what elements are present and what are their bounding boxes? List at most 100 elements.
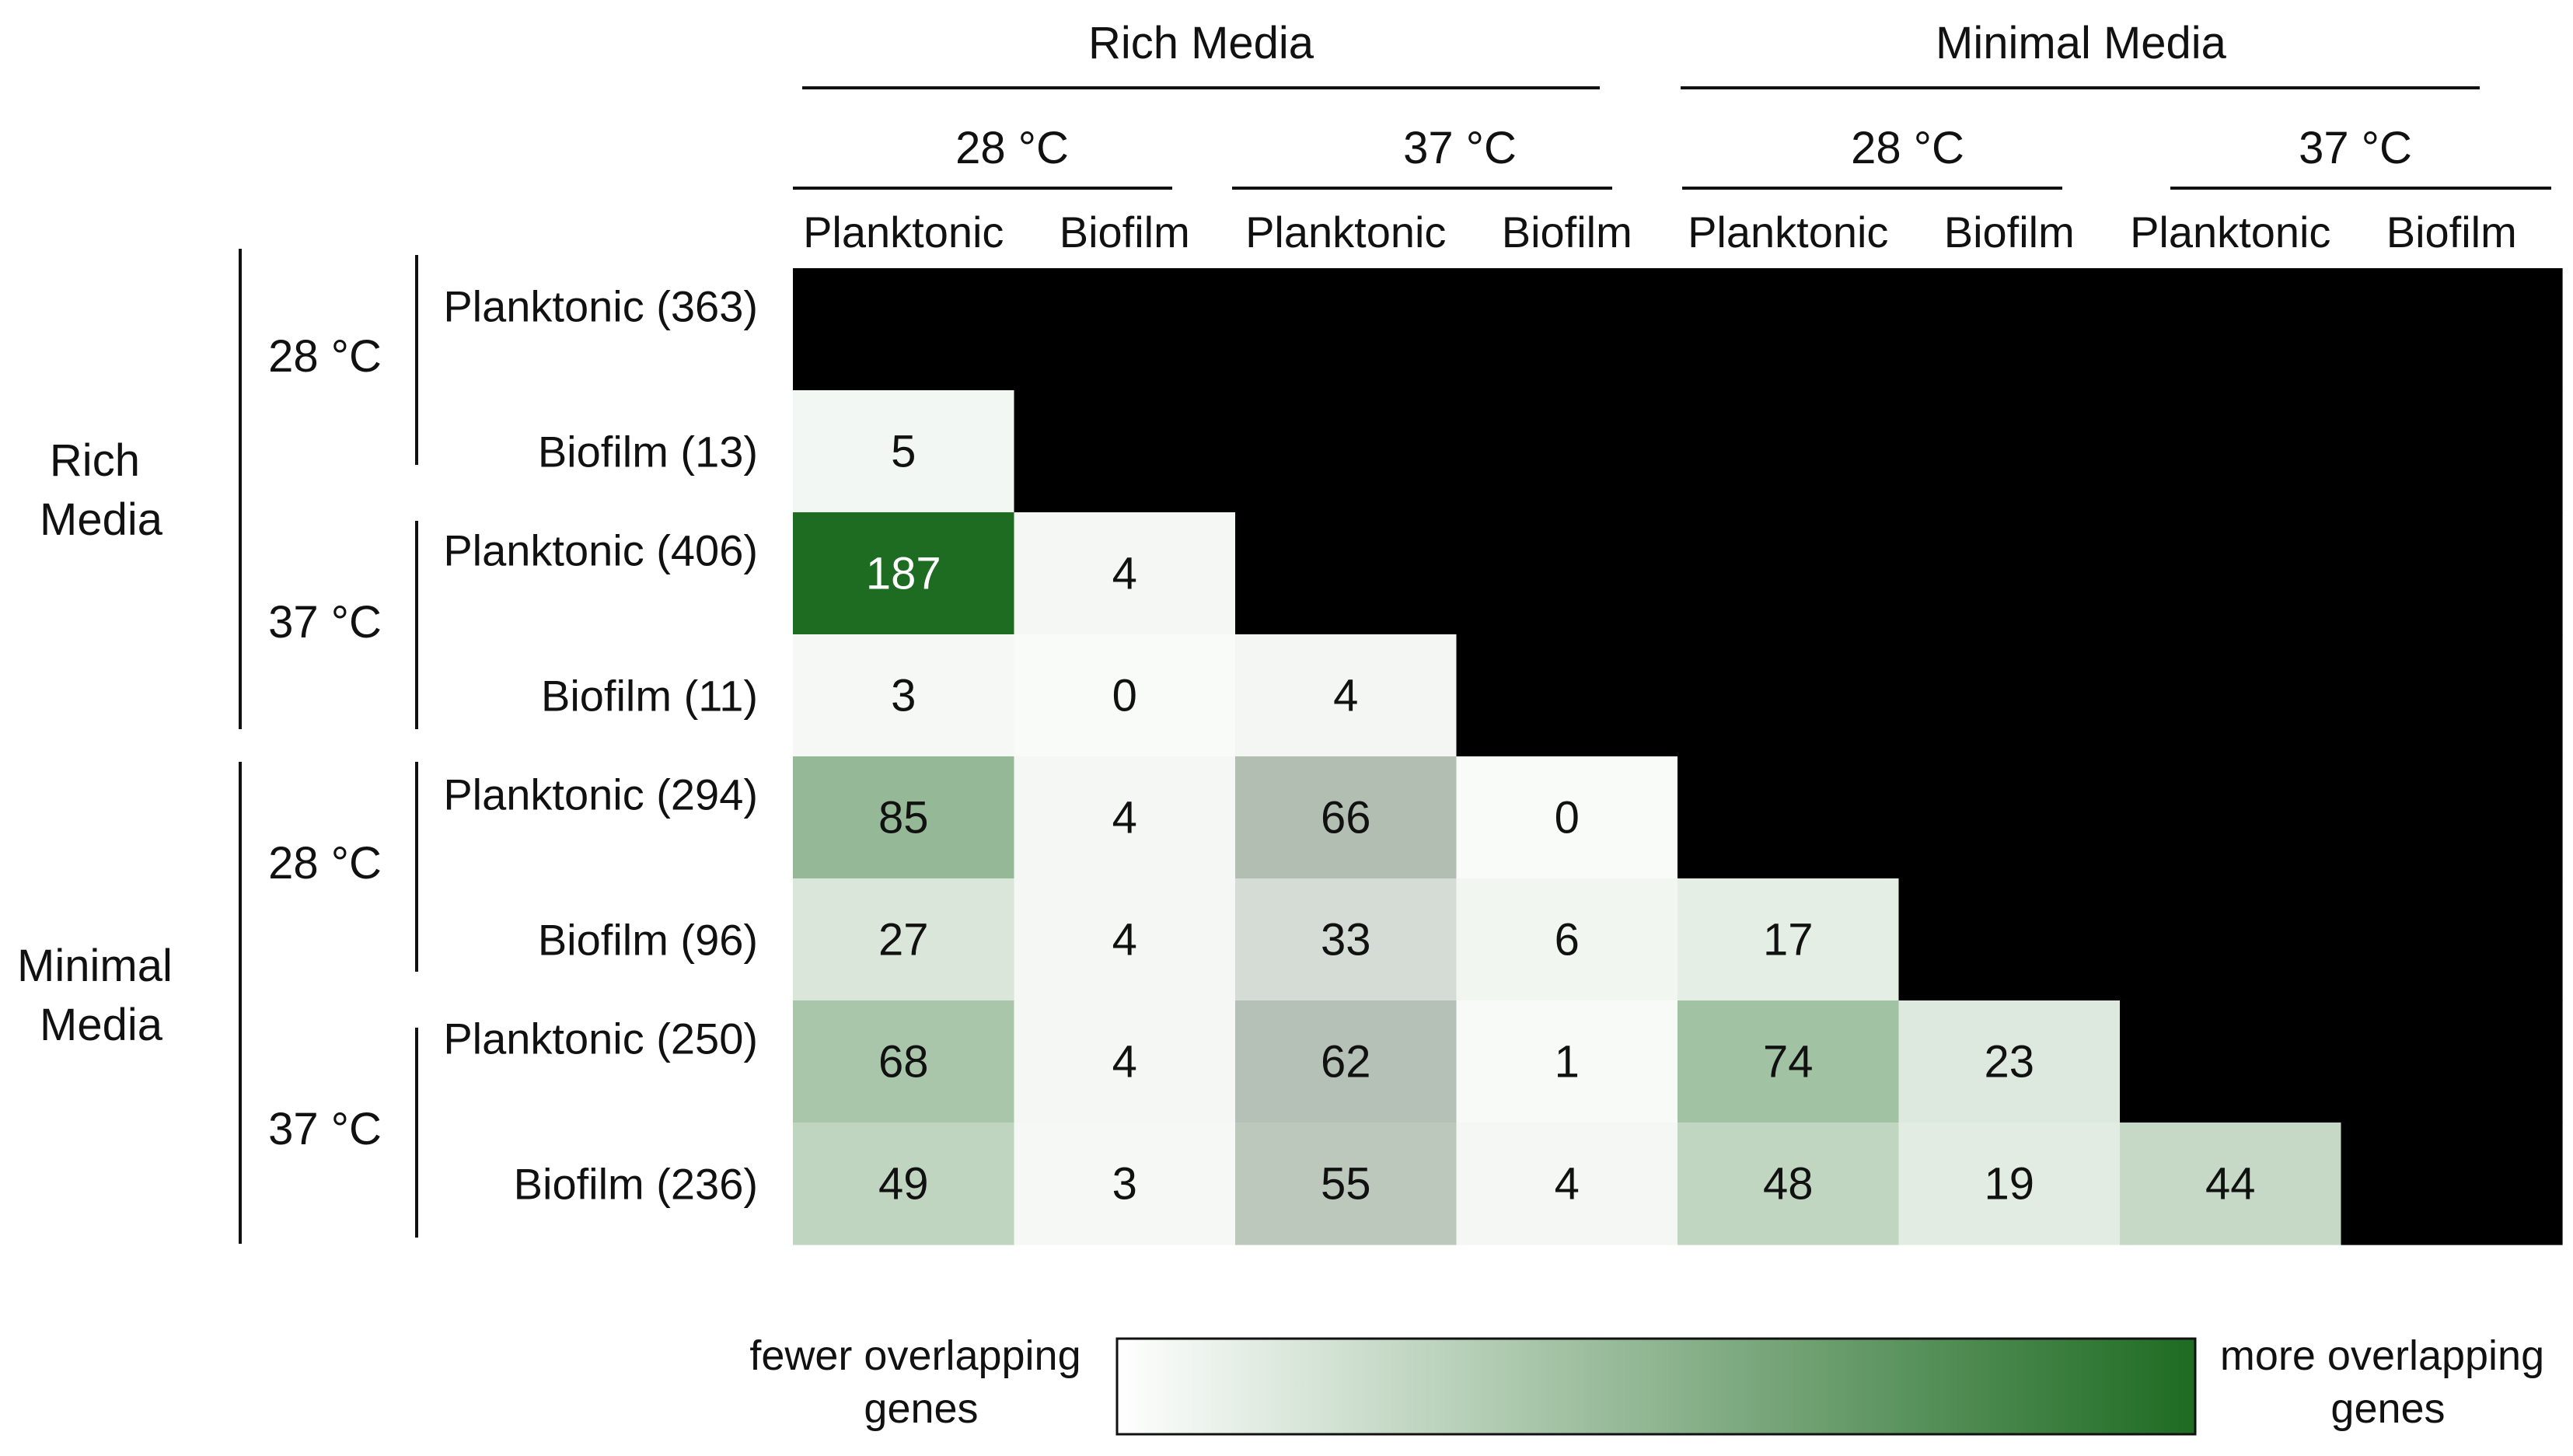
heatmap-cell bbox=[2120, 1123, 2342, 1245]
row-label: Biofilm (13) bbox=[538, 428, 758, 477]
col-temp-rich-28-label: 28 °C bbox=[955, 123, 1069, 173]
colorbar-left-label: fewer overlapping genes bbox=[749, 1332, 1092, 1432]
heatmap-cell bbox=[793, 390, 1015, 513]
masked-cell bbox=[1898, 512, 2121, 635]
col-temp-min-28-label: 28 °C bbox=[1851, 123, 1964, 173]
heatmap-cell bbox=[1678, 878, 1900, 1001]
cell-value-label: 4 bbox=[1555, 1159, 1580, 1210]
cell-value-label: 85 bbox=[878, 793, 929, 843]
heatmap-cell bbox=[793, 756, 1015, 879]
masked-cell bbox=[1678, 512, 1900, 635]
cell-value-label: 4 bbox=[1112, 549, 1137, 599]
column-labels: Planktonic Biofilm Planktonic Biofilm Plankt… bbox=[803, 208, 2517, 257]
heatmap-cell bbox=[1235, 634, 1458, 757]
cell-value-label: 5 bbox=[891, 427, 916, 477]
column-label: Biofilm bbox=[1502, 208, 1632, 257]
heatmap-cell bbox=[1014, 512, 1236, 635]
cell-value-label: 44 bbox=[2205, 1159, 2256, 1210]
row-label: Biofilm (11) bbox=[541, 672, 758, 721]
column-label: Planktonic bbox=[1245, 208, 1446, 257]
heatmap-cell bbox=[1014, 756, 1236, 879]
cell-value-label: 55 bbox=[1321, 1159, 1371, 1210]
cell-value-label: 0 bbox=[1555, 793, 1580, 843]
masked-cell bbox=[1898, 390, 2121, 513]
colorbar-right-label: more overlapping genes bbox=[2220, 1332, 2556, 1432]
column-label: Planktonic bbox=[2130, 208, 2330, 257]
cell-value-label: 4 bbox=[1112, 915, 1137, 965]
masked-cell bbox=[2120, 390, 2342, 513]
masked-cell bbox=[1456, 268, 1678, 391]
row-temp-min-28-label: 28 °C bbox=[268, 838, 382, 889]
column-label: Planktonic bbox=[1688, 208, 1888, 257]
row-label: Planktonic (294) bbox=[443, 770, 758, 819]
heatmap-cell bbox=[1014, 634, 1236, 757]
col-media-minimal-label: Minimal Media bbox=[1936, 18, 2227, 68]
heatmap-cell bbox=[1898, 1123, 2121, 1245]
heatmap-cell bbox=[1014, 878, 1236, 1001]
masked-cell bbox=[1014, 268, 1236, 391]
masked-cell bbox=[2120, 1000, 2342, 1123]
masked-cell bbox=[1678, 390, 1900, 513]
cell-value-label: 48 bbox=[1763, 1159, 1814, 1210]
colorbar bbox=[1115, 1337, 2197, 1436]
masked-cell bbox=[793, 268, 1015, 391]
cell-value-label: 4 bbox=[1112, 1037, 1137, 1088]
cell-value-label: 27 bbox=[878, 915, 929, 965]
masked-cell bbox=[2341, 634, 2563, 757]
cell-value-label: 6 bbox=[1555, 915, 1580, 965]
heatmap-cell bbox=[1235, 1000, 1458, 1123]
heatmap-cell bbox=[793, 878, 1015, 1001]
heatmap-cell bbox=[1235, 878, 1458, 1001]
heatmap-cell bbox=[1235, 1123, 1458, 1245]
masked-cell bbox=[1235, 512, 1458, 635]
col-temp-min-37-label: 37 °C bbox=[2299, 123, 2412, 173]
masked-cell bbox=[2120, 268, 2342, 391]
masked-cell bbox=[2341, 1123, 2563, 1245]
row-media-rich-label: Rich Media bbox=[40, 435, 163, 545]
column-label: Biofilm bbox=[1944, 208, 2075, 257]
masked-cell bbox=[1235, 390, 1458, 513]
heatmap-cell bbox=[1898, 1000, 2121, 1123]
row-labels: Planktonic (363) Biofilm (13) Planktonic (… bbox=[443, 282, 758, 1209]
row-label: Biofilm (236) bbox=[514, 1160, 758, 1209]
masked-cell bbox=[1898, 634, 2121, 757]
heatmap-cell bbox=[1014, 1123, 1236, 1245]
masked-cell bbox=[2341, 268, 2563, 391]
row-label: Planktonic (406) bbox=[443, 526, 758, 575]
masked-cell bbox=[1456, 634, 1678, 757]
cell-value-label: 187 bbox=[866, 549, 941, 599]
masked-cell bbox=[1678, 634, 1900, 757]
heatmap-cell bbox=[793, 512, 1015, 635]
cell-value-label: 66 bbox=[1321, 793, 1371, 843]
heatmap-cell bbox=[793, 1123, 1015, 1245]
cell-value-label: 17 bbox=[1763, 915, 1814, 965]
masked-cell bbox=[1456, 390, 1678, 513]
masked-cell bbox=[2341, 878, 2563, 1001]
col-media-rich-label: Rich Media bbox=[1088, 18, 1314, 68]
masked-cell bbox=[1235, 268, 1458, 391]
masked-cell bbox=[2341, 390, 2563, 513]
masked-cell bbox=[1678, 268, 1900, 391]
heatmap-cell bbox=[1456, 1000, 1678, 1123]
row-media-minimal-label: Minimal Media bbox=[17, 941, 185, 1050]
masked-cell bbox=[2341, 512, 2563, 635]
col-temp-rich-37-label: 37 °C bbox=[1403, 123, 1517, 173]
column-label: Biofilm bbox=[1060, 208, 1190, 257]
row-label: Planktonic (363) bbox=[443, 282, 758, 331]
masked-cell bbox=[2120, 878, 2342, 1001]
row-label: Planktonic (250) bbox=[443, 1014, 758, 1063]
heatmap-cell bbox=[1456, 878, 1678, 1001]
cell-value-label: 3 bbox=[891, 671, 916, 721]
cell-value-label: 0 bbox=[1112, 671, 1137, 721]
masked-cell bbox=[1898, 878, 2121, 1001]
cell-value-label: 49 bbox=[878, 1159, 929, 1210]
column-label: Planktonic bbox=[803, 208, 1004, 257]
row-temp-rich-28-label: 28 °C bbox=[268, 331, 382, 382]
heatmap-cell bbox=[1014, 1000, 1236, 1123]
heatmap-cell bbox=[1456, 756, 1678, 879]
cell-value-label: 23 bbox=[1984, 1037, 2034, 1088]
heatmap-cell bbox=[793, 1000, 1015, 1123]
cell-value-label: 62 bbox=[1321, 1037, 1371, 1088]
heatmap-cells: 5 187 4 3 0 4 85 4 66 0 27 4 33 6 17 68 4 62 1 74 23 49 3 55 4 48… bbox=[793, 268, 2563, 1245]
